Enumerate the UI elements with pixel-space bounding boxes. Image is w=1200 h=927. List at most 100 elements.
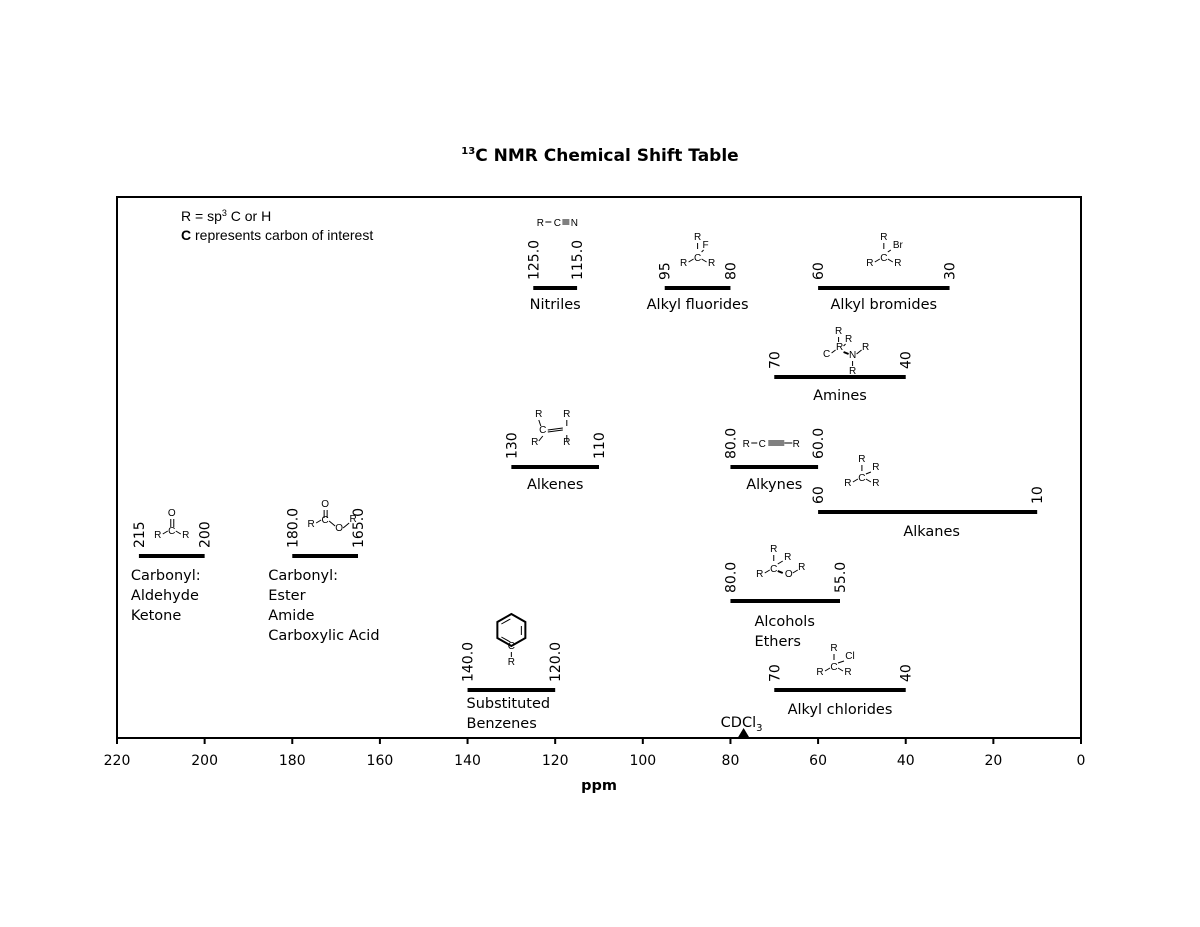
x-tick-label-20: 20 bbox=[984, 753, 1002, 769]
atom-label: Br bbox=[893, 240, 904, 251]
range-name-ketone: Ketone bbox=[131, 608, 181, 624]
bond bbox=[831, 349, 836, 354]
atom-label: C bbox=[858, 473, 865, 484]
bond bbox=[315, 519, 322, 524]
structure-ketone: OR C R bbox=[154, 508, 189, 541]
structure-alkyl_br: R Br R C R bbox=[866, 232, 903, 269]
bond bbox=[824, 667, 831, 672]
atom-label: R bbox=[880, 232, 887, 243]
atom-label: R bbox=[844, 667, 851, 678]
atom-label: C bbox=[168, 526, 175, 537]
atom-label: R bbox=[308, 519, 315, 530]
x-tick-label-180: 180 bbox=[279, 753, 306, 769]
atom-label: O bbox=[335, 523, 343, 534]
bond bbox=[887, 258, 894, 263]
cdcl3-label-main: CDCl bbox=[721, 715, 756, 731]
atom-label: R bbox=[835, 326, 842, 337]
atom-label: R bbox=[531, 437, 538, 448]
bond bbox=[547, 429, 563, 433]
atom-label: R bbox=[894, 258, 901, 269]
bond bbox=[162, 530, 169, 535]
range-alkyl_cl: 70 40 Alkyl chlorides R Cl R C R bbox=[767, 643, 914, 718]
range-low-label-benzene: 120.0 bbox=[548, 642, 564, 682]
atom-label: C bbox=[823, 349, 830, 360]
range-low-label-ketone: 200 bbox=[198, 521, 214, 548]
range-name-alcohol: Alcohols bbox=[754, 614, 814, 630]
range-low-label-alkane: 10 bbox=[1030, 486, 1046, 504]
range-name-ketone: Aldehyde bbox=[131, 588, 199, 604]
atom-label: O bbox=[168, 508, 176, 519]
structure-alkane: RRR C R bbox=[844, 454, 879, 489]
range-high-label-alkene: 130 bbox=[504, 432, 520, 459]
atom-label: R bbox=[816, 667, 823, 678]
atom-label: C bbox=[322, 515, 329, 526]
atom-label: O bbox=[321, 499, 329, 510]
x-tick-label-160: 160 bbox=[367, 753, 394, 769]
range-low-label-alkene: 110 bbox=[592, 432, 608, 459]
atom-label: R bbox=[858, 454, 865, 465]
range-high-label-alkyl_br: 60 bbox=[811, 262, 827, 280]
atom-label: R bbox=[770, 544, 777, 555]
range-low-label-alkyl_br: 30 bbox=[943, 262, 959, 280]
legend-line-2-bold: C bbox=[181, 227, 191, 243]
structure-alkyl_cl: R Cl R C R bbox=[816, 643, 854, 678]
range-name-benzene: Benzenes bbox=[467, 716, 537, 732]
range-benzene: 140.0 120.0 Substituted Benzenes CR bbox=[461, 612, 564, 732]
atom-label: F bbox=[703, 240, 709, 251]
atom-label: R bbox=[694, 232, 701, 243]
range-high-label-alkyl_f: 95 bbox=[658, 262, 674, 280]
legend: R = sp3 C or H C represents carbon of in… bbox=[181, 208, 373, 243]
atom-label: R bbox=[830, 643, 837, 654]
structure-ester: OR COR bbox=[308, 499, 357, 534]
atom-label: R bbox=[798, 562, 805, 573]
bond bbox=[887, 249, 892, 253]
range-ketone: 215 200 Carbonyl: Aldehyde Ketone OR C R bbox=[131, 508, 214, 624]
range-name-alkene: Alkenes bbox=[527, 477, 583, 493]
x-tick-label-60: 60 bbox=[809, 753, 827, 769]
atom-label: R bbox=[872, 462, 879, 473]
atom-label: R bbox=[743, 439, 750, 450]
atom-label: R bbox=[680, 258, 687, 269]
bond bbox=[792, 569, 799, 574]
bond bbox=[843, 343, 846, 347]
cdcl3-marker bbox=[737, 728, 750, 738]
atom-label: N bbox=[571, 218, 578, 229]
atom-label: N bbox=[849, 350, 856, 361]
chart-title-main: C NMR Chemical Shift Table bbox=[475, 146, 739, 166]
x-tick-label-200: 200 bbox=[191, 753, 218, 769]
range-name-ester: Ester bbox=[268, 588, 305, 604]
range-low-label-amine: 40 bbox=[899, 351, 915, 369]
range-low-label-alcohol: 55.0 bbox=[833, 562, 849, 593]
bond bbox=[865, 478, 872, 483]
x-tick-label-220: 220 bbox=[104, 753, 131, 769]
bond bbox=[777, 560, 784, 565]
bond bbox=[852, 478, 859, 483]
range-alkyl_br: 60 30 Alkyl bromides R Br R C R bbox=[811, 232, 958, 313]
range-name-amine: Amines bbox=[813, 388, 867, 404]
range-high-label-amine: 70 bbox=[767, 351, 783, 369]
atom-label: R bbox=[508, 657, 515, 668]
range-name-benzene: Substituted bbox=[467, 696, 551, 712]
bond bbox=[501, 618, 511, 625]
atom-label: R bbox=[182, 530, 189, 541]
plot-frame bbox=[116, 196, 1082, 739]
atom-label: C bbox=[554, 218, 561, 229]
bond bbox=[837, 667, 844, 672]
x-axis-label: ppm bbox=[581, 778, 617, 794]
structure-alkyl_f: RFR C R bbox=[680, 232, 715, 269]
reference-marker: CDCl3 bbox=[721, 715, 763, 738]
atom-label: R bbox=[535, 409, 542, 420]
atom-label: R bbox=[849, 366, 856, 377]
range-high-label-benzene: 140.0 bbox=[461, 642, 477, 682]
range-name-alcohol: Ethers bbox=[754, 634, 800, 650]
bond bbox=[538, 419, 542, 427]
atom-label: R bbox=[845, 334, 852, 345]
atom-label: R bbox=[784, 552, 791, 563]
bond bbox=[764, 569, 771, 574]
atom-label: R bbox=[872, 478, 879, 489]
